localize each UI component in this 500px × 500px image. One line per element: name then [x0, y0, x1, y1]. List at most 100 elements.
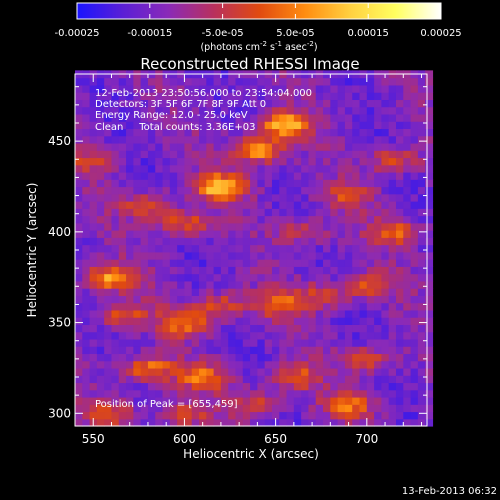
heatmap-cell	[177, 230, 186, 238]
colorbar-units-part: asec	[282, 42, 307, 53]
heatmap-cell	[293, 128, 302, 137]
heatmap-cell	[344, 171, 353, 180]
heatmap-cell	[213, 186, 222, 195]
heatmap-cell	[147, 259, 156, 267]
heatmap-cell	[301, 77, 310, 86]
heatmap-cell	[104, 295, 113, 304]
heatmap-cell	[111, 295, 120, 304]
heatmap-cell	[75, 411, 83, 420]
heatmap-cell	[75, 179, 83, 188]
heatmap-cell	[199, 230, 207, 238]
heatmap-cell	[425, 251, 434, 260]
heatmap-cell	[213, 317, 222, 325]
heatmap-cell	[337, 396, 346, 405]
heatmap-cell	[111, 396, 120, 405]
heatmap-cell	[352, 164, 361, 173]
heatmap-cell	[308, 404, 317, 413]
heatmap-cell	[133, 142, 142, 151]
heatmap-cell	[147, 92, 156, 101]
heatmap-cell	[184, 396, 193, 405]
heatmap-cell	[352, 186, 361, 195]
heatmap-cell	[315, 280, 324, 289]
heatmap-cell	[425, 331, 434, 340]
heatmap-cell	[403, 121, 412, 130]
heatmap-cell	[330, 193, 339, 202]
heatmap-cell	[388, 288, 397, 296]
heatmap-cell	[286, 360, 295, 369]
heatmap-cell	[235, 128, 244, 137]
heatmap-cell	[250, 309, 258, 318]
heatmap-cell	[111, 142, 120, 151]
heatmap-cell	[417, 208, 426, 217]
heatmap-cell	[359, 179, 368, 188]
heatmap-cell	[235, 171, 244, 180]
heatmap-cell	[279, 193, 288, 202]
heatmap-cell	[177, 346, 186, 355]
heatmap-cell	[301, 280, 310, 289]
heatmap-cell	[228, 150, 237, 159]
heatmap-cell	[228, 360, 237, 369]
heatmap-cell	[279, 150, 288, 159]
heatmap-cell	[337, 244, 346, 253]
heatmap-cell	[344, 215, 353, 224]
heatmap-cell	[104, 396, 113, 405]
heatmap-cell	[133, 396, 142, 405]
heatmap-cell	[425, 338, 434, 347]
heatmap-cell	[330, 222, 339, 231]
heatmap-cell	[96, 92, 105, 101]
heatmap-cell	[75, 302, 83, 311]
heatmap-cell	[315, 164, 324, 173]
heatmap-cell	[359, 259, 368, 267]
heatmap-cell	[75, 317, 83, 325]
x-axis-label: Heliocentric X (arcsec)	[183, 447, 319, 461]
heatmap-cell	[330, 375, 339, 384]
heatmap-cell	[323, 360, 331, 369]
heatmap-cell	[381, 230, 390, 238]
heatmap-cell	[133, 113, 142, 122]
heatmap-cell	[417, 331, 426, 340]
heatmap-cell	[169, 266, 178, 275]
heatmap-cell	[133, 280, 142, 289]
heatmap-cell	[126, 382, 134, 391]
heatmap-cell	[410, 331, 419, 340]
heatmap-cell	[301, 128, 310, 137]
heatmap-cell	[162, 113, 171, 122]
heatmap-cell	[184, 251, 193, 260]
heatmap-cell	[228, 164, 237, 173]
heatmap-cell	[308, 273, 317, 282]
heatmap-cell	[374, 411, 383, 420]
heatmap-cell	[140, 266, 149, 275]
heatmap-cell	[395, 186, 404, 195]
heatmap-cell	[133, 92, 142, 101]
heatmap-cell	[228, 324, 237, 333]
heatmap-cell	[96, 259, 105, 267]
heatmap-cell	[191, 309, 200, 318]
heatmap-cell	[242, 208, 251, 217]
heatmap-cell	[250, 150, 258, 159]
heatmap-cell	[366, 244, 375, 253]
heatmap-cell	[366, 128, 375, 137]
heatmap-cell	[89, 360, 98, 369]
heatmap-cell	[235, 251, 244, 260]
heatmap-cell	[279, 201, 288, 209]
heatmap-cell	[184, 222, 193, 231]
heatmap-cell	[177, 92, 186, 101]
footer-timestamp: 13-Feb-2013 06:32	[402, 486, 497, 497]
heatmap-cell	[271, 215, 280, 224]
heatmap-cell	[191, 164, 200, 173]
heatmap-cell	[417, 288, 426, 296]
heatmap-cell	[184, 179, 193, 188]
heatmap-cell	[417, 230, 426, 238]
heatmap-cell	[228, 193, 237, 202]
heatmap-cell	[199, 331, 207, 340]
heatmap-cell	[388, 418, 397, 427]
heatmap-cell	[388, 360, 397, 369]
heatmap-cell	[133, 302, 142, 311]
heatmap-cell	[220, 164, 229, 173]
heatmap-cell	[89, 201, 98, 209]
heatmap-cell	[417, 302, 426, 311]
heatmap-cell	[82, 215, 91, 224]
heatmap-cell	[359, 375, 368, 384]
heatmap-cell	[323, 317, 331, 325]
heatmap-cell	[344, 288, 353, 296]
